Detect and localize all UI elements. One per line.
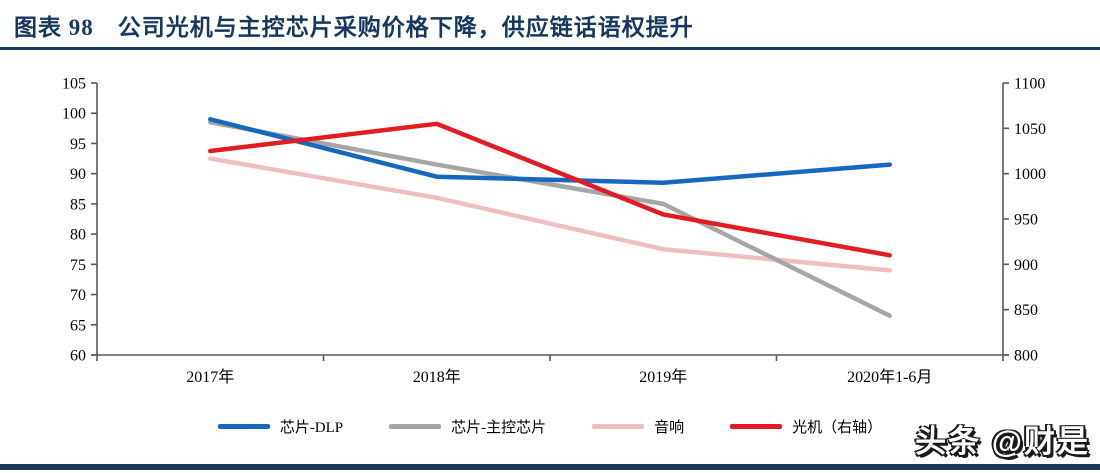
price-trend-line-chart: 60 65 70 75 80 85 90 95 100 105 800 850 900 950 1000 10… [62,76,1046,387]
chart-legend: 芯片-DLP 芯片-主控芯片 音响 光机（右轴） [0,410,1100,442]
right-axis-ticks: 800 850 900 950 1000 1050 1100 [1003,76,1046,365]
left-tick-label: 75 [70,257,86,274]
legend-swatch-icon [592,423,645,429]
left-tick-label: 65 [70,317,86,334]
legend-label: 光机（右轴） [792,419,883,436]
x-axis-label: 2019年 [639,368,687,386]
series-line-0 [208,117,892,185]
legend-item-1: 芯片-主控芯片 [389,416,546,437]
watermark-text: 头条 @财是 [915,424,1090,459]
legend-swatch-icon [217,423,270,429]
legend-item-2: 音响 [592,416,684,437]
left-tick-label: 100 [62,106,86,123]
right-tick-label: 950 [1014,212,1038,229]
series-line-2 [208,156,892,273]
right-tick-label: 850 [1014,302,1038,319]
legend-swatch-icon [389,423,442,429]
chart-area: 60 65 70 75 80 85 90 95 100 105 800 850 900 950 1000 10… [0,58,1100,403]
series-line-1 [208,120,892,318]
left-tick-label: 80 [70,227,86,244]
x-axis-ticks: 2017年 2018年 2019年 2020年1-6月 [96,355,1004,386]
right-tick-label: 1100 [1014,76,1045,93]
legend-item-0: 芯片-DLP [217,416,344,437]
left-tick-label: 60 [70,348,86,365]
figure-title: 图表 98 公司光机与主控芯片采购价格下降，供应链话语权提升 [14,15,694,40]
x-axis-label: 2018年 [413,368,461,386]
legend-label: 音响 [654,419,685,436]
left-tick-label: 70 [70,287,86,304]
right-tick-label: 900 [1014,257,1038,274]
left-tick-label: 95 [70,136,86,153]
right-tick-label: 1050 [1014,121,1046,138]
series-line-3 [208,121,892,258]
left-tick-label: 90 [70,166,86,183]
right-tick-label: 800 [1014,348,1038,365]
legend-label: 芯片-主控芯片 [451,419,547,436]
left-axis-ticks: 60 65 70 75 80 85 90 95 100 105 [62,76,97,365]
legend-item-3: 光机（右轴） [730,416,882,437]
left-tick-label: 85 [70,196,86,213]
left-tick-label: 105 [62,76,86,93]
bottom-navy-bar [0,464,1100,470]
x-axis-label: 2020年1-6月 [847,368,932,386]
legend-swatch-icon [730,423,783,429]
right-tick-label: 1000 [1014,166,1046,183]
legend-label: 芯片-DLP [279,419,344,436]
x-axis-label: 2017年 [186,368,234,386]
title-underline [0,47,1100,50]
